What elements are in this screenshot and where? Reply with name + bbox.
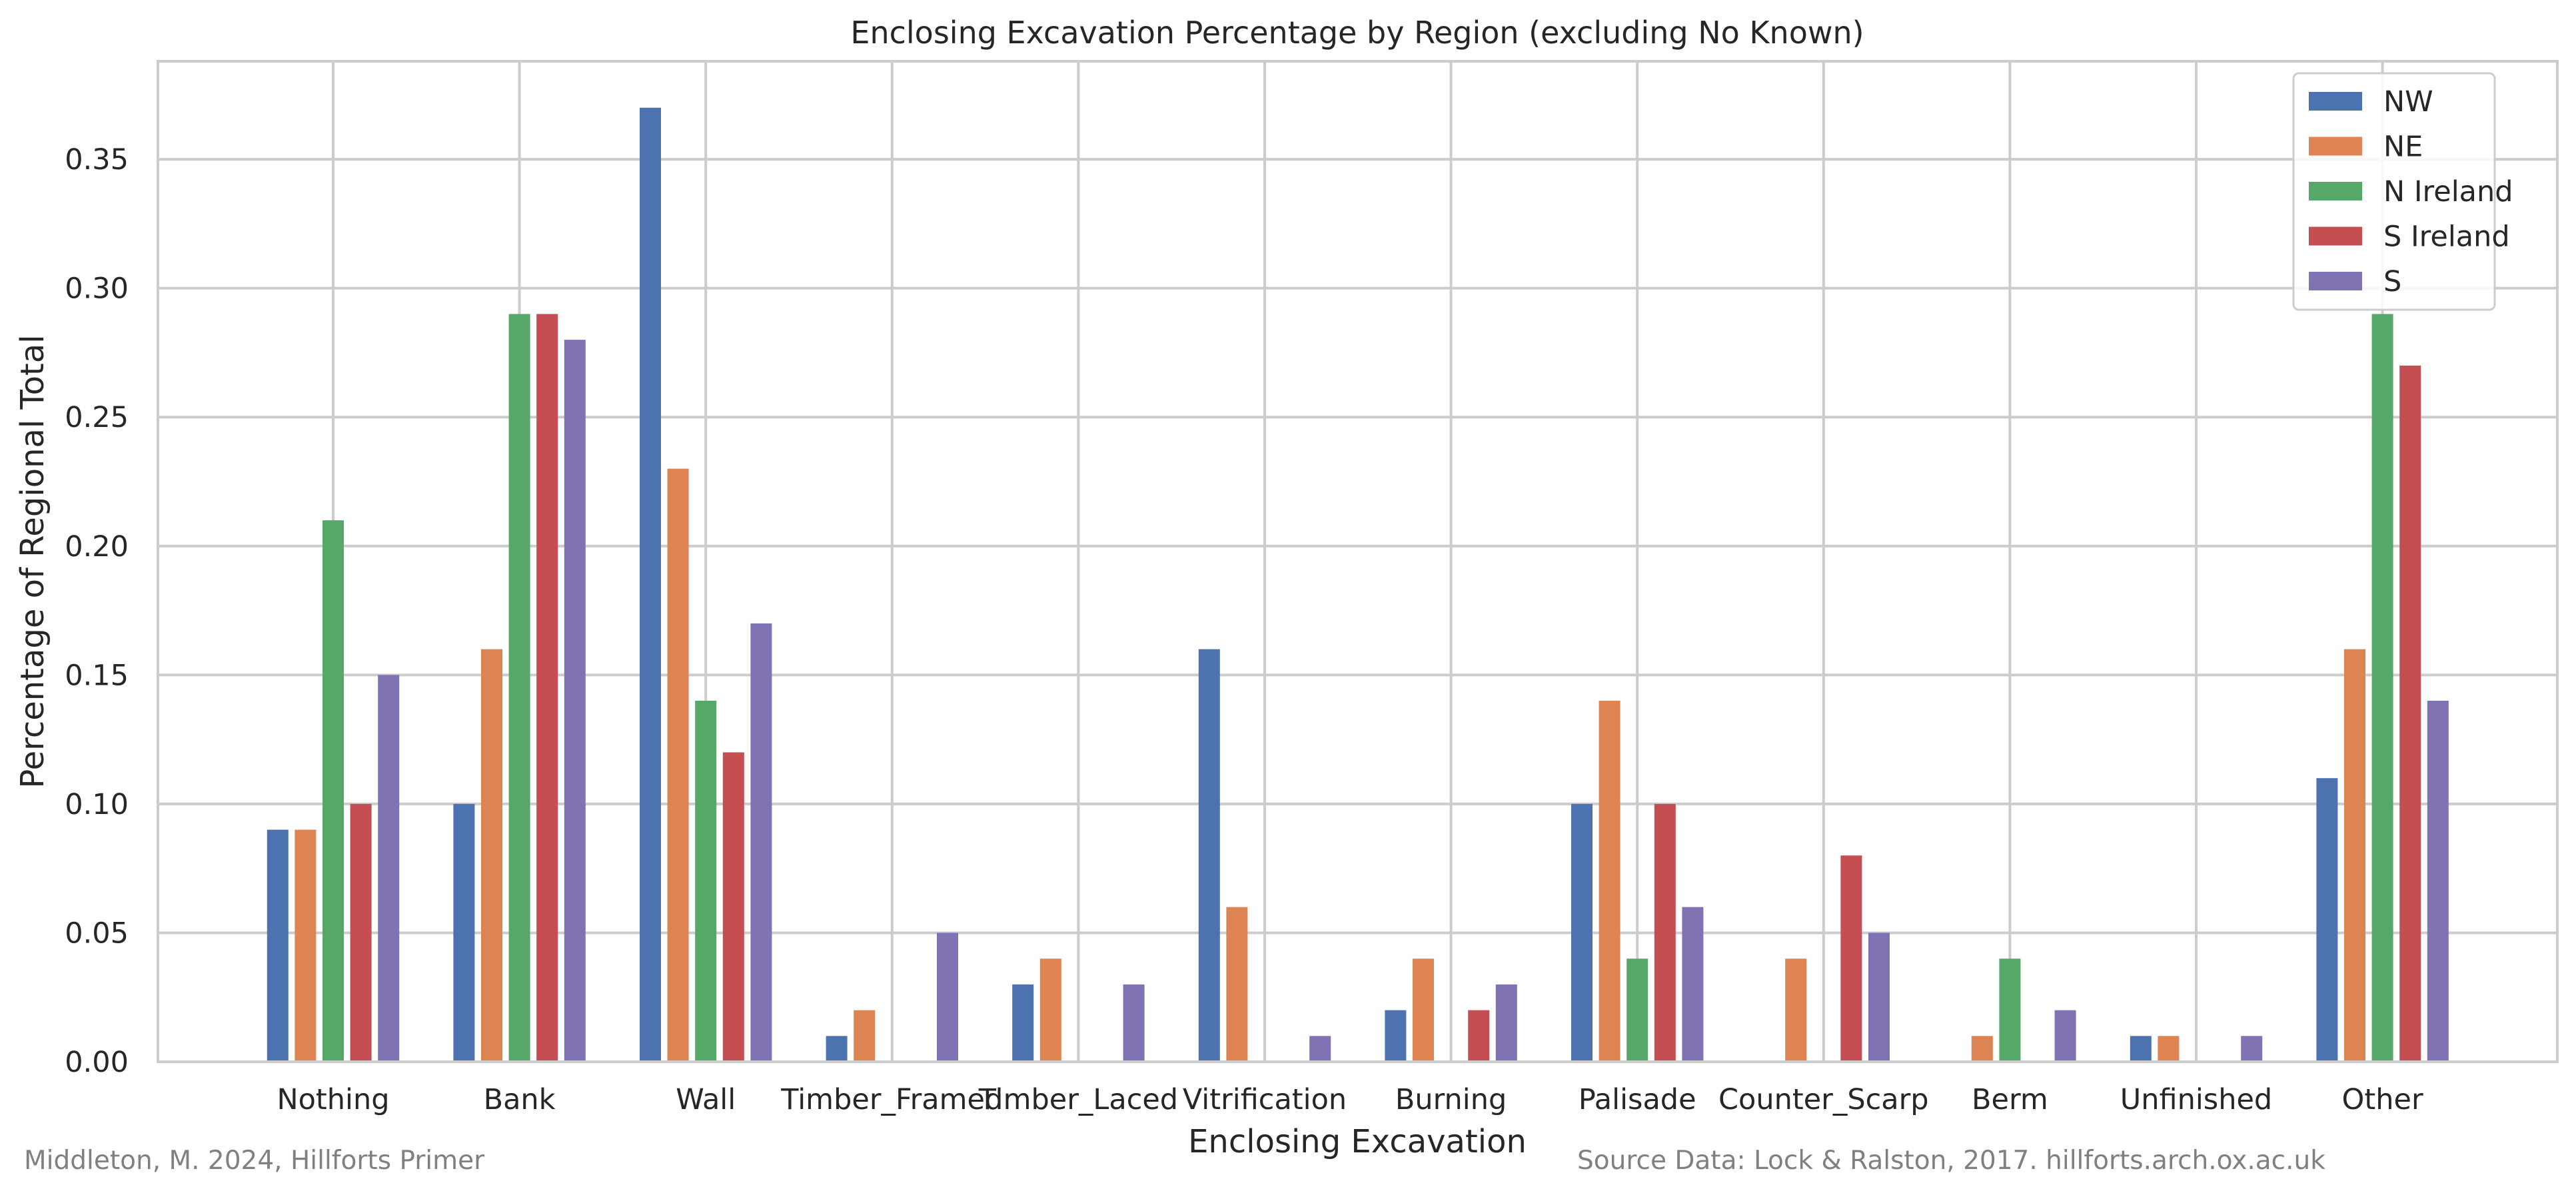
y-tick-label: 0.35 — [65, 143, 129, 177]
bar-s-ireland-nothing — [350, 803, 372, 1062]
bar-s-palisade — [1682, 907, 1704, 1062]
y-tick-label: 0.30 — [65, 272, 129, 306]
y-tick-label: 0.20 — [65, 530, 129, 564]
bar-ne-palisade — [1599, 701, 1620, 1062]
bar-s-ireland-counter_scarp — [1840, 855, 1862, 1062]
bar-nw-vitrification — [1198, 649, 1220, 1062]
bar-s-timber_framed — [937, 933, 958, 1062]
bar-ne-vitrification — [1226, 907, 1248, 1062]
x-tick-label: Bank — [484, 1083, 556, 1116]
bar-s-vitrification — [1309, 1036, 1331, 1062]
bar-nw-timber_framed — [826, 1036, 848, 1062]
y-tick-label: 0.00 — [65, 1046, 129, 1079]
bars — [267, 107, 2449, 1062]
legend-swatch — [2309, 182, 2362, 200]
bar-ne-berm — [1971, 1036, 1993, 1062]
bar-ne-other — [2344, 649, 2365, 1062]
bar-n-ireland-other — [2371, 314, 2393, 1062]
chart-title: Enclosing Excavation Percentage by Regio… — [850, 15, 1864, 51]
bar-n-ireland-wall — [695, 701, 717, 1062]
bar-nw-unfinished — [2130, 1036, 2152, 1062]
y-tick-label: 0.25 — [65, 401, 129, 434]
bar-ne-timber_laced — [1039, 959, 1061, 1062]
legend-label: NW — [2383, 85, 2433, 119]
legend-label: S Ireland — [2383, 220, 2510, 254]
x-tick-label: Nothing — [277, 1083, 389, 1116]
x-tick-label: Timber_Laced — [978, 1083, 1178, 1116]
x-tick-label: Unfinished — [2120, 1083, 2272, 1116]
bar-n-ireland-nothing — [322, 520, 344, 1062]
bar-s-ireland-palisade — [1654, 803, 1676, 1062]
x-axis-label: Enclosing Excavation — [1188, 1123, 1527, 1160]
bar-nw-bank — [453, 803, 475, 1062]
bar-nw-other — [2316, 778, 2338, 1062]
bar-ne-unfinished — [2158, 1036, 2180, 1062]
bar-s-other — [2427, 701, 2449, 1062]
credit-right: Source Data: Lock & Ralston, 2017. hillf… — [1577, 1146, 2325, 1176]
legend-label: N Ireland — [2383, 175, 2513, 208]
legend-label: NE — [2383, 131, 2423, 164]
bar-nw-wall — [640, 107, 661, 1062]
x-tick-label: Timber_Framed — [780, 1083, 1003, 1116]
legend-swatch — [2309, 92, 2362, 111]
legend: NW NE N Ireland S Ireland S — [2292, 72, 2513, 311]
x-tick-label: Other — [2342, 1083, 2423, 1116]
bar-nw-nothing — [267, 829, 289, 1062]
bar-ne-counter_scarp — [1785, 959, 1807, 1062]
y-tick-label: 0.05 — [65, 917, 129, 950]
bar-ne-wall — [667, 468, 689, 1062]
x-tick-label: Burning — [1395, 1083, 1507, 1116]
y-tick-label: 0.10 — [65, 788, 129, 821]
bar-s-ireland-bank — [536, 314, 558, 1062]
x-tick-labels: Nothing Bank Wall Timber_FramedTimber_Laced… — [277, 1083, 2423, 1116]
bar-ne-bank — [481, 649, 502, 1062]
bar-s-ireland-other — [2399, 365, 2421, 1062]
bar-s-ireland-burning — [1468, 1010, 1490, 1062]
bar-nw-palisade — [1571, 803, 1593, 1062]
bar-s-berm — [2054, 1010, 2076, 1062]
bar-s-counter_scarp — [1868, 933, 1890, 1062]
y-tick-labels: 0.00 0.05 0.10 0.15 0.20 0.25 0.30 0.35 — [65, 143, 129, 1079]
bar-ne-burning — [1413, 959, 1434, 1062]
bar-s-wall — [750, 623, 772, 1062]
bar-ne-nothing — [295, 829, 317, 1062]
bar-s-bank — [564, 340, 586, 1062]
bar-ne-timber_framed — [854, 1010, 876, 1062]
bar-n-ireland-berm — [1999, 959, 2021, 1062]
x-tick-label: Wall — [676, 1083, 736, 1116]
credit-left: Middleton, M. 2024, Hillforts Primer — [24, 1146, 485, 1176]
x-tick-label: Counter_Scarp — [1718, 1083, 1929, 1116]
bar-s-timber_laced — [1123, 984, 1145, 1062]
bar-s-ireland-wall — [722, 752, 744, 1062]
bar-n-ireland-bank — [508, 314, 530, 1062]
legend-swatch — [2309, 272, 2362, 290]
legend-label: S — [2383, 265, 2401, 298]
bar-s-unfinished — [2241, 1036, 2263, 1062]
bar-n-ireland-palisade — [1626, 959, 1648, 1062]
legend-swatch — [2309, 137, 2362, 156]
legend-swatch — [2309, 226, 2362, 246]
x-tick-label: Palisade — [1579, 1083, 1696, 1116]
x-tick-label: Vitrification — [1183, 1083, 1347, 1116]
x-tick-label: Berm — [1972, 1083, 2048, 1116]
bar-nw-timber_laced — [1012, 984, 1034, 1062]
bar-nw-burning — [1385, 1010, 1407, 1062]
y-tick-label: 0.15 — [65, 659, 129, 692]
legend-box — [2292, 72, 2496, 311]
plot-frame — [157, 60, 2559, 1063]
bar-s-nothing — [378, 675, 400, 1062]
y-axis-label: Percentage of Regional Total — [14, 334, 51, 788]
bar-s-burning — [1495, 984, 1517, 1062]
